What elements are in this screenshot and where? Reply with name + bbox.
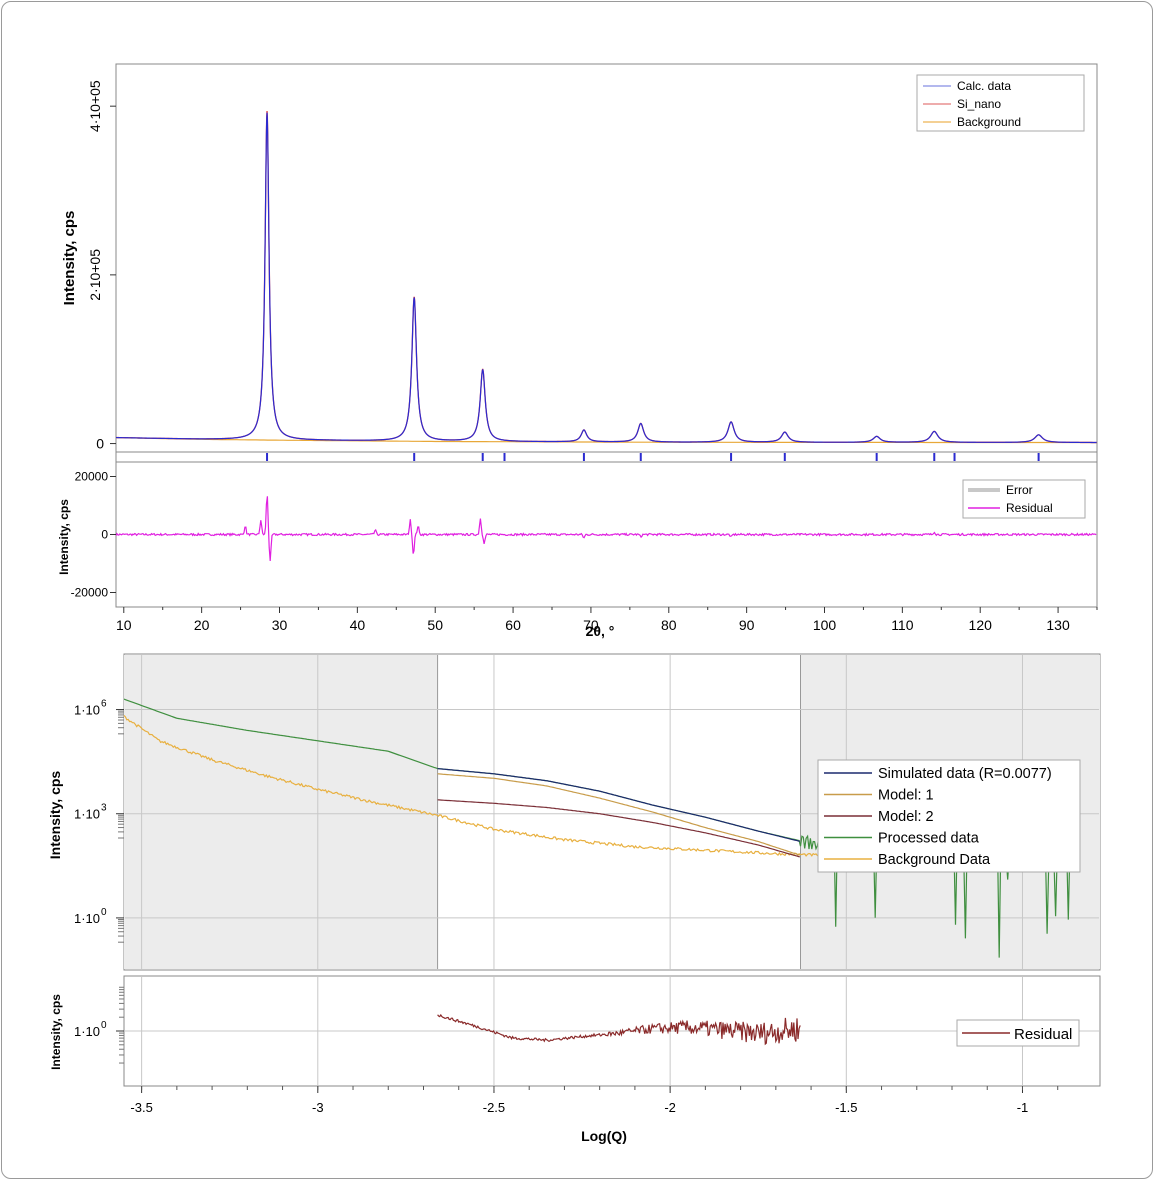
xrd-xtick-label: 110 [891,617,914,633]
saxs-ytick-label: 1·10 [74,807,100,822]
saxs-xtick-label: -2 [664,1100,676,1115]
saxs-ylabel: Intensity, cps [47,771,63,860]
xrd-calc-line [116,112,1097,444]
saxs-residual-line [437,1013,801,1046]
saxs-legend-label: Model: 1 [878,788,934,804]
saxs-legend-label: Background Data [878,852,991,868]
xrd-residual-legend: Error Residual [962,479,1086,519]
saxs-residual-legend: Residual [956,1019,1080,1047]
reflection-ticks [266,453,1040,461]
xrd-ytick-label: 4·10+05 [87,80,103,132]
xrd-residual-line [115,496,1097,561]
saxs-residual-ylabel: Intensity, cps [49,994,63,1070]
xrd-xtick-label: 130 [1046,617,1070,633]
xrd-xtick-label: 20 [194,617,210,633]
saxs-grid [125,655,1099,969]
xrd-xtick-label: 40 [350,617,366,633]
xrd-xtick-label: 90 [739,617,755,633]
xrd-ytick-label: 0 [96,436,104,452]
legend-label-saxs-residual: Residual [1014,1026,1072,1043]
xrd-residual-ylabel: Intensity, cps [57,499,71,575]
saxs-shaded-region [124,655,438,969]
xrd-residual-y-ticks: 20000 0 -20000 [71,470,116,600]
xrd-residual-legend-box [962,479,1086,519]
legend-label-si-nano: Si_nano [957,97,1001,111]
xrd-residual-ytick-label: 20000 [75,470,109,484]
legend-label-calc: Calc. data [957,79,1011,93]
saxs-legend-label: Simulated data (R=0.0077) [878,766,1052,782]
saxs-series-line [437,773,801,856]
saxs-xtick-label: -3 [312,1100,324,1115]
saxs-y-ticks: 1·10 61·10 31·10 0 [74,699,124,943]
xrd-x-ticks: 10 20 30 40 50 60 70 80 90 100 110 120 130 [116,607,1098,633]
legend-label-background: Background [957,115,1021,129]
saxs-ytick-label: 1·10 [74,911,100,926]
xrd-xtick-label: 70 [583,617,599,633]
saxs-legend-label: Processed data [878,831,980,847]
saxs-ytick-label: 1·10 [74,703,100,718]
xrd-residual-ytick-label: 0 [101,528,108,542]
saxs-res-ytick-exponent: 0 [101,1020,107,1031]
xrd-ylabel: Intensity, cps [61,211,78,306]
saxs-xlabel: Log(Q) [581,1128,627,1144]
xrd-xtick-label: 30 [272,617,288,633]
xrd-xtick-label: 10 [116,617,132,633]
saxs-series-line [437,799,800,858]
saxs-residual-y-ticks: 1·10 0 [74,986,124,1064]
saxs-residual-group [437,1013,801,1046]
xrd-xtick-label: 60 [505,617,521,633]
xrd-xtick-label: 50 [427,617,443,633]
saxs-res-ytick-label: 1·10 [74,1024,100,1039]
xrd-xtick-label: 80 [661,617,677,633]
saxs-series-line [437,768,800,842]
saxs-xtick-label: -1.5 [835,1100,857,1115]
xrd-residual-ytick-label: -20000 [71,586,109,600]
saxs-legend-label: Model: 2 [878,809,934,825]
saxs-xtick-label: -1 [1017,1100,1029,1115]
reflection-strip [115,451,1098,463]
legend-label-residual: Residual [1006,501,1053,515]
saxs-xtick-label: -2.5 [483,1100,505,1115]
xrd-plot-group [116,111,1097,444]
xrd-y-ticks: 0 2·10+05 4·10+05 [87,80,116,452]
xrd-legend: Calc. data Si_nano Background [916,74,1085,132]
saxs-residual-grid [125,977,1099,1085]
saxs-xtick-label: -3.5 [130,1100,152,1115]
xrd-xtick-label: 100 [813,617,837,633]
xrd-ytick-label: 2·10+05 [87,249,103,301]
xrd-xlabel: 2θ, ° [586,623,615,639]
saxs-ytick-exponent: 0 [101,907,107,918]
saxs-x-ticks: -3.5 -3 -2.5 -2 -1.5 -1 [130,1086,1059,1115]
saxs-legend: Simulated data (R=0.0077) Model: 1 Model: … [817,759,1081,873]
saxs-ytick-exponent: 3 [101,803,107,814]
legend-label-error: Error [1006,483,1033,497]
xrd-xtick-label: 120 [969,617,993,633]
xrd-residual-group [115,496,1097,561]
saxs-ytick-exponent: 6 [101,699,107,710]
